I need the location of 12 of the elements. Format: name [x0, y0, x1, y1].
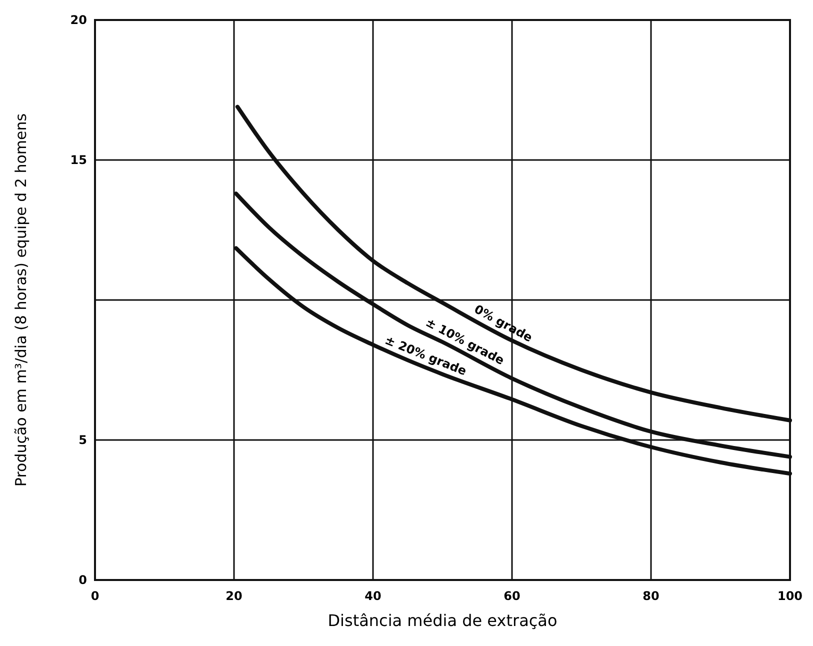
y-axis-title: Produção em m³/dia (8 horas) equipe d 2 homens [12, 113, 30, 487]
y-tick-label: 20 [70, 13, 87, 27]
x-tick-label: 80 [642, 589, 660, 603]
y-tick-label: 5 [78, 433, 87, 447]
x-tick-label: 20 [226, 589, 242, 603]
x-axis-title: Distância média de extração [328, 611, 558, 630]
x-tick-label: 60 [504, 589, 520, 603]
y-tick-label: 15 [70, 153, 87, 167]
x-tick-label: 40 [364, 589, 382, 603]
x-tick-label: 0 [90, 589, 100, 603]
y-tick-label: 0 [78, 573, 87, 587]
x-tick-label: 100 [777, 589, 803, 603]
